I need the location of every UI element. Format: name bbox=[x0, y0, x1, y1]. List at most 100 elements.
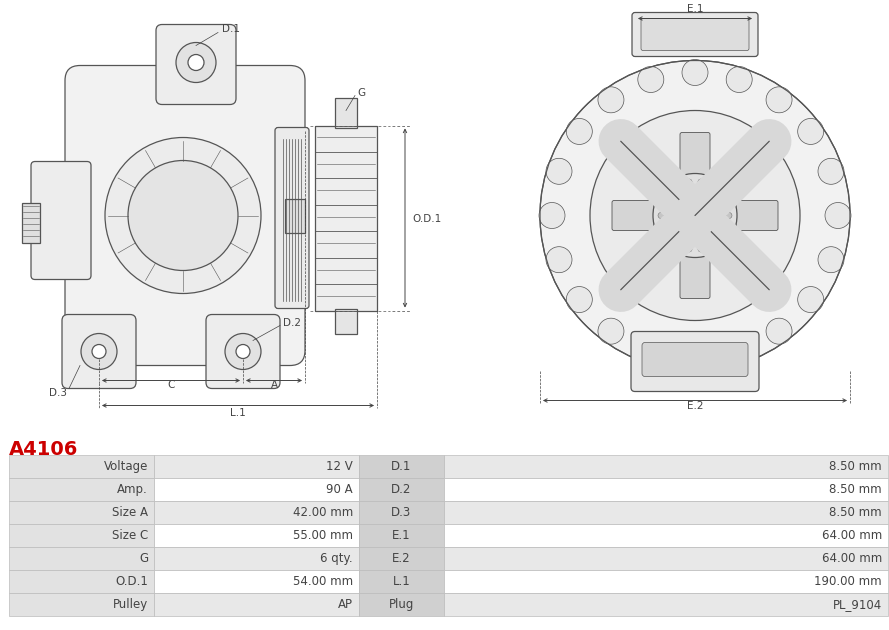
Circle shape bbox=[698, 246, 704, 252]
Bar bbox=[359, 547, 444, 570]
FancyBboxPatch shape bbox=[612, 200, 654, 231]
Circle shape bbox=[598, 318, 624, 344]
Text: 54.00 mm: 54.00 mm bbox=[292, 575, 353, 588]
Text: 8.50 mm: 8.50 mm bbox=[829, 460, 882, 472]
Text: L.1: L.1 bbox=[230, 408, 246, 418]
FancyBboxPatch shape bbox=[641, 18, 749, 50]
Text: PL_9104: PL_9104 bbox=[833, 598, 882, 611]
Text: A: A bbox=[270, 379, 277, 389]
Circle shape bbox=[754, 274, 764, 284]
Bar bbox=[444, 593, 888, 616]
Circle shape bbox=[637, 338, 664, 365]
Text: 90 A: 90 A bbox=[326, 483, 353, 496]
Bar bbox=[154, 524, 359, 547]
Circle shape bbox=[686, 246, 693, 252]
FancyBboxPatch shape bbox=[680, 256, 710, 299]
Circle shape bbox=[660, 224, 666, 230]
FancyBboxPatch shape bbox=[642, 343, 748, 377]
Bar bbox=[154, 570, 359, 593]
Bar bbox=[444, 570, 888, 593]
Bar bbox=[444, 547, 888, 570]
Circle shape bbox=[682, 59, 708, 86]
Bar bbox=[359, 455, 444, 478]
Text: Pulley: Pulley bbox=[113, 598, 148, 611]
Circle shape bbox=[748, 141, 770, 163]
Text: 64.00 mm: 64.00 mm bbox=[821, 552, 882, 565]
Text: E.2: E.2 bbox=[686, 401, 703, 411]
Text: E.1: E.1 bbox=[686, 4, 703, 14]
Circle shape bbox=[188, 55, 204, 71]
Circle shape bbox=[679, 200, 711, 231]
Circle shape bbox=[675, 183, 681, 189]
Text: C: C bbox=[167, 379, 174, 389]
Text: O.D.1: O.D.1 bbox=[115, 575, 148, 588]
Text: D.1: D.1 bbox=[222, 25, 240, 35]
Circle shape bbox=[825, 202, 851, 229]
Circle shape bbox=[666, 234, 672, 241]
Text: 190.00 mm: 190.00 mm bbox=[814, 575, 882, 588]
Text: D.2: D.2 bbox=[391, 483, 412, 496]
Bar bbox=[444, 524, 888, 547]
Circle shape bbox=[637, 67, 664, 93]
Circle shape bbox=[797, 118, 824, 144]
Circle shape bbox=[627, 147, 637, 157]
Circle shape bbox=[667, 188, 723, 244]
Bar bbox=[444, 501, 888, 524]
Circle shape bbox=[653, 173, 737, 258]
Circle shape bbox=[546, 247, 572, 273]
Circle shape bbox=[81, 333, 117, 370]
FancyBboxPatch shape bbox=[65, 66, 305, 365]
Circle shape bbox=[818, 247, 844, 273]
Circle shape bbox=[698, 179, 704, 185]
Circle shape bbox=[105, 137, 261, 294]
Bar bbox=[9, 501, 154, 524]
Circle shape bbox=[718, 191, 724, 197]
Text: Voltage: Voltage bbox=[104, 460, 148, 472]
Circle shape bbox=[718, 234, 724, 241]
Circle shape bbox=[539, 202, 565, 229]
Text: D.1: D.1 bbox=[391, 460, 412, 472]
Text: 55.00 mm: 55.00 mm bbox=[293, 529, 353, 542]
Text: A4106: A4106 bbox=[9, 440, 78, 459]
Circle shape bbox=[658, 212, 664, 219]
Bar bbox=[154, 547, 359, 570]
Bar bbox=[22, 202, 40, 243]
Circle shape bbox=[666, 191, 672, 197]
Text: L.1: L.1 bbox=[393, 575, 411, 588]
FancyBboxPatch shape bbox=[206, 314, 280, 389]
Circle shape bbox=[709, 242, 715, 248]
Bar bbox=[154, 593, 359, 616]
Text: 12 V: 12 V bbox=[326, 460, 353, 472]
Bar bbox=[315, 125, 377, 311]
Text: G: G bbox=[357, 88, 365, 98]
Text: O.D.1: O.D.1 bbox=[412, 214, 441, 224]
Text: AP: AP bbox=[338, 598, 353, 611]
FancyBboxPatch shape bbox=[680, 132, 710, 175]
Bar bbox=[285, 198, 305, 232]
Circle shape bbox=[748, 268, 770, 290]
Circle shape bbox=[92, 345, 106, 358]
Circle shape bbox=[754, 147, 764, 157]
Circle shape bbox=[128, 161, 238, 270]
Text: 8.50 mm: 8.50 mm bbox=[829, 506, 882, 519]
Circle shape bbox=[546, 158, 572, 185]
Bar bbox=[154, 478, 359, 501]
Circle shape bbox=[675, 242, 681, 248]
FancyBboxPatch shape bbox=[632, 13, 758, 57]
Text: Amp.: Amp. bbox=[117, 483, 148, 496]
Bar bbox=[359, 501, 444, 524]
Circle shape bbox=[726, 67, 752, 93]
Bar bbox=[335, 309, 357, 333]
Text: Size A: Size A bbox=[112, 506, 148, 519]
Circle shape bbox=[236, 345, 250, 358]
Text: D.2: D.2 bbox=[283, 318, 301, 328]
Text: 6 qty.: 6 qty. bbox=[320, 552, 353, 565]
FancyBboxPatch shape bbox=[275, 127, 309, 309]
Circle shape bbox=[598, 87, 624, 113]
Circle shape bbox=[797, 287, 824, 312]
Circle shape bbox=[566, 118, 592, 144]
Bar bbox=[154, 455, 359, 478]
Bar bbox=[154, 501, 359, 524]
Circle shape bbox=[688, 209, 702, 222]
Circle shape bbox=[621, 268, 643, 290]
